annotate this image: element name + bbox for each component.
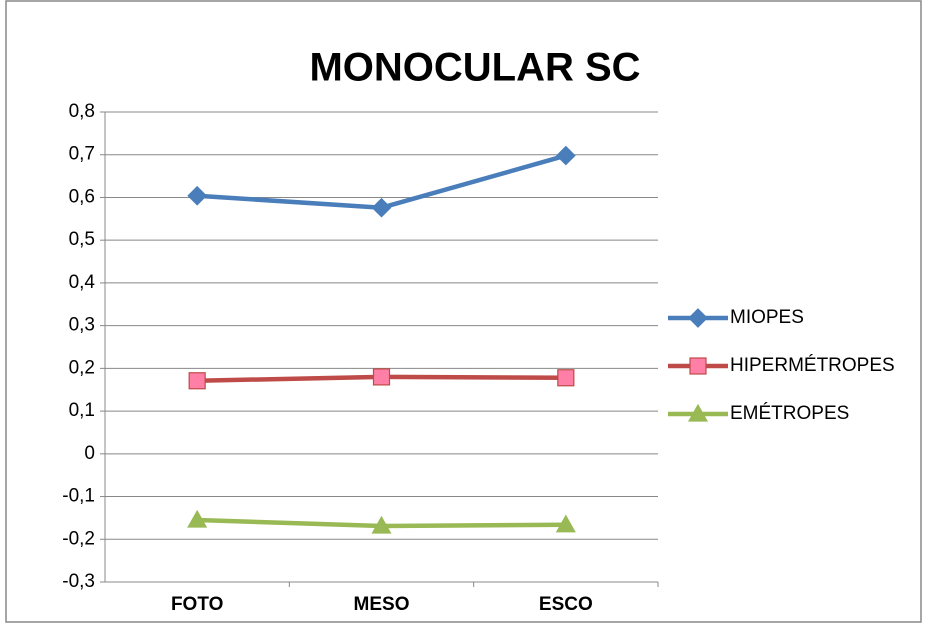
y-tick-label: 0,5 <box>69 229 95 250</box>
y-tick-label: 0,3 <box>69 315 95 336</box>
legend-marker <box>687 403 709 422</box>
y-tick-label: 0,2 <box>69 357 95 378</box>
point <box>187 509 208 528</box>
legend-label: HIPERMÉTROPES <box>730 355 895 376</box>
point <box>557 369 575 387</box>
y-tick-label: -0,1 <box>62 486 95 507</box>
chart-title: MONOCULAR SC <box>309 46 640 90</box>
legend-marker <box>689 357 707 375</box>
chart-frame <box>5 0 922 623</box>
x-tick-label: FOTO <box>171 594 223 615</box>
y-tick-label: 0,4 <box>69 272 96 293</box>
point <box>555 145 576 166</box>
x-tick-label: ESCO <box>539 594 593 615</box>
point <box>187 185 208 206</box>
legend-label: MIOPES <box>730 307 804 328</box>
point <box>555 514 576 533</box>
y-tick-label: 0,6 <box>69 186 95 207</box>
y-tick-label: -0,2 <box>62 528 95 549</box>
legend-marker <box>688 308 708 328</box>
y-tick-label: -0,3 <box>62 571 95 592</box>
point <box>371 197 392 218</box>
x-tick-label: MESO <box>354 594 410 615</box>
y-tick-label: 0,7 <box>69 144 95 165</box>
point <box>372 368 391 386</box>
y-tick-label: 0 <box>84 443 95 464</box>
y-tick-label: 0,1 <box>69 400 95 421</box>
point <box>188 372 206 390</box>
y-tick-label: 0,8 <box>69 101 95 122</box>
point <box>371 515 392 534</box>
legend-label: EMÉTROPES <box>730 403 849 424</box>
